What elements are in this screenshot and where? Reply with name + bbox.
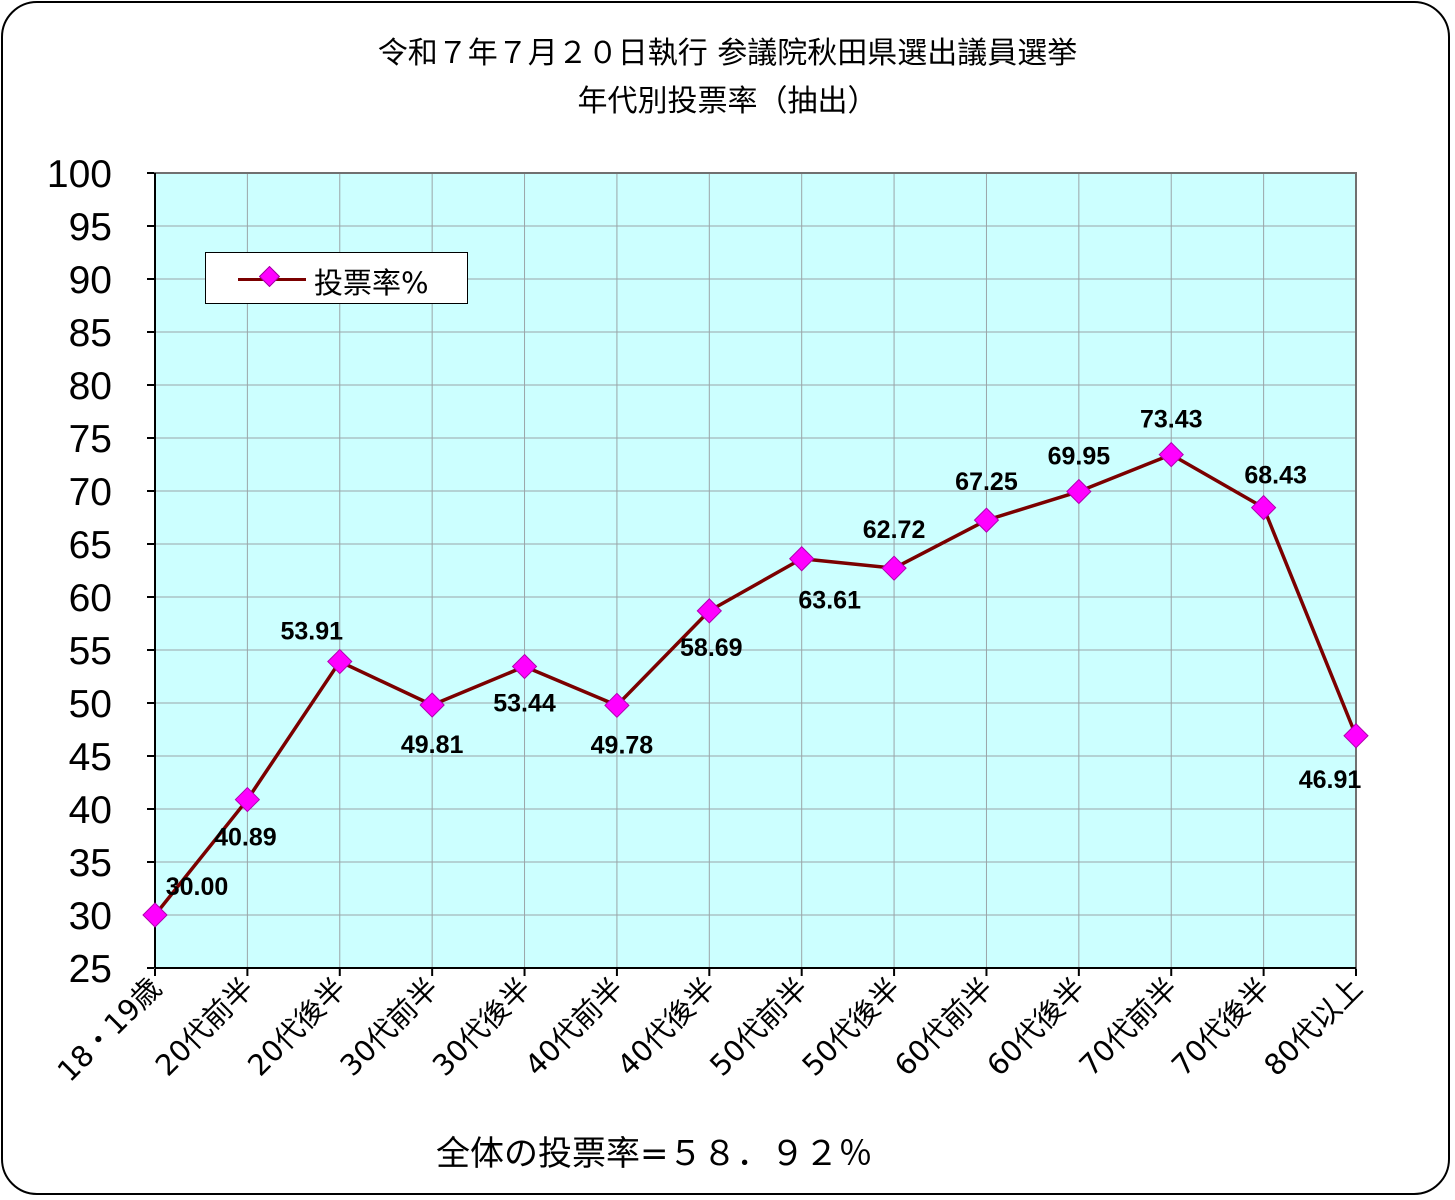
data-label: 40.89	[214, 824, 277, 852]
x-tick-label: 60代前半	[888, 971, 1000, 1083]
x-tick-label: 20代前半	[149, 971, 261, 1083]
y-tick-label: 55	[69, 630, 112, 673]
data-label: 30.00	[166, 873, 229, 901]
data-label: 49.78	[591, 731, 654, 759]
x-tick-label: 40代前半	[518, 971, 630, 1083]
data-point-marker	[419, 692, 445, 718]
y-tick-label: 90	[69, 259, 112, 302]
data-point-marker	[973, 507, 1000, 533]
legend-label: 投票率%	[314, 266, 429, 300]
y-tick-label: 70	[69, 471, 112, 514]
series-line	[153, 452, 1358, 917]
data-point-marker	[1158, 441, 1184, 468]
data-label: 69.95	[1048, 443, 1111, 471]
y-tick-label: 65	[69, 524, 112, 567]
data-point-marker	[511, 653, 538, 680]
x-tick-label: 30代後半	[426, 971, 538, 1083]
data-point-marker	[327, 648, 353, 675]
x-tick-label: 50代後半	[795, 971, 907, 1083]
data-point-marker	[1250, 494, 1277, 521]
data-label: 67.25	[955, 468, 1018, 496]
data-point-marker	[1343, 723, 1369, 749]
data-point-marker	[788, 546, 815, 572]
overall-turnout-note: 全体の投票率=５８．９２％	[436, 1134, 873, 1174]
y-tick-label: 45	[69, 736, 112, 779]
y-tick-label: 85	[69, 312, 112, 355]
chart-title: 令和７年７月２０日執行 参議院秋田県選出議員選挙	[377, 36, 1078, 71]
y-tick-label: 80	[69, 365, 112, 408]
data-label: 58.69	[680, 634, 743, 662]
y-tick-label: 40	[69, 789, 112, 832]
data-label: 46.91	[1299, 766, 1362, 794]
data-point-marker	[881, 555, 907, 581]
x-tick-label: 30代前半	[333, 971, 445, 1083]
y-tick-label: 95	[69, 206, 112, 249]
data-label: 73.43	[1140, 406, 1203, 434]
y-tick-label: 30	[69, 895, 112, 938]
y-tick-label: 75	[69, 418, 112, 461]
data-point-marker	[142, 902, 168, 928]
x-tick-label: 20代後半	[241, 971, 353, 1083]
x-tick-label: 40代後半	[611, 971, 723, 1083]
data-label: 68.43	[1244, 462, 1307, 490]
data-point-marker	[234, 786, 261, 813]
data-label: 63.61	[798, 587, 861, 615]
data-label: 62.72	[863, 516, 926, 544]
x-tick-label: 70代前半	[1073, 971, 1185, 1083]
y-tick-label: 50	[69, 683, 112, 726]
data-point-marker	[696, 598, 723, 624]
y-tick-label: 35	[69, 842, 112, 885]
chart-legend: 投票率%	[205, 252, 468, 304]
x-tick-label: 70代後半	[1165, 971, 1277, 1083]
y-tick-label: 60	[69, 577, 112, 620]
chart-subtitle: 年代別投票率（抽出）	[577, 84, 878, 119]
data-label: 49.81	[401, 731, 464, 759]
x-tick-label: 60代後半	[980, 971, 1092, 1083]
x-tick-label: 50代前半	[703, 971, 815, 1083]
plot-area	[155, 173, 1356, 968]
data-point-marker	[1066, 478, 1092, 505]
data-label: 53.44	[493, 690, 556, 718]
x-tick-label: 80代以上	[1257, 971, 1369, 1083]
y-tick-label: 25	[69, 948, 112, 991]
data-point-marker	[604, 692, 630, 719]
data-label: 53.91	[280, 618, 343, 646]
legend-diamond-icon	[258, 265, 281, 288]
y-tick-label: 100	[47, 153, 112, 196]
